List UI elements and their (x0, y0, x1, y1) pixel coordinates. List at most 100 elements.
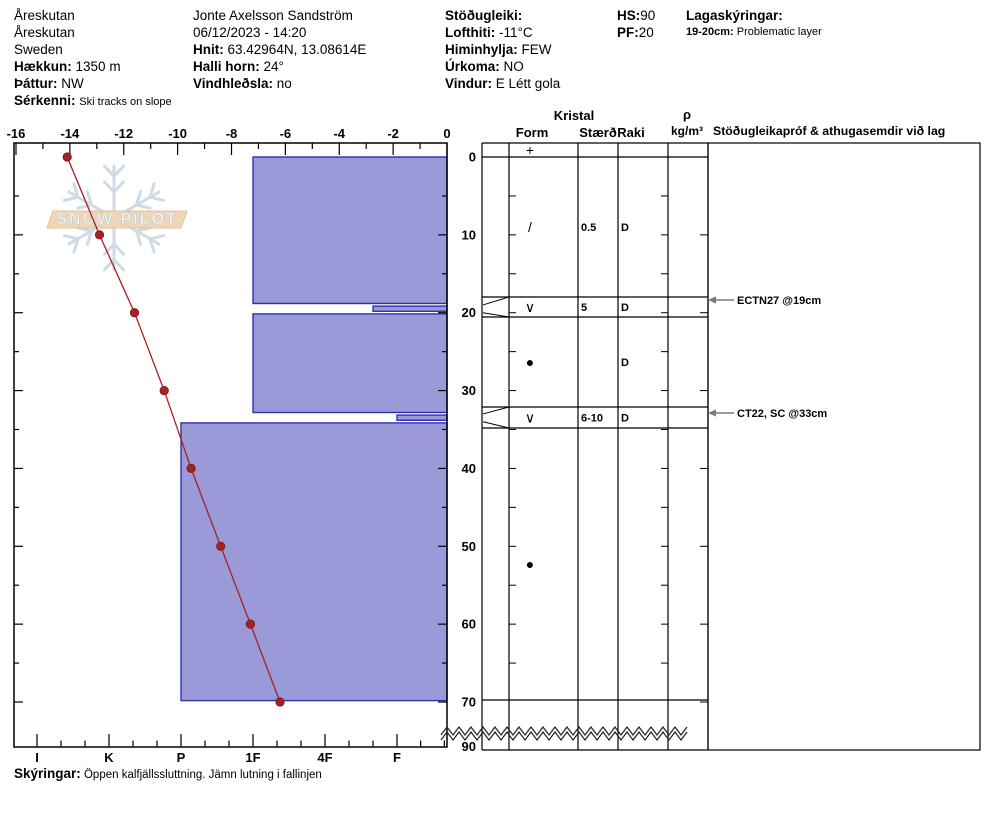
svg-text:-4: -4 (333, 126, 345, 141)
svg-text:-12: -12 (114, 126, 133, 141)
temperature-point (275, 697, 285, 707)
svg-text:ρ: ρ (683, 107, 691, 122)
svg-text:kg/m³: kg/m³ (671, 124, 703, 138)
svg-text:+: + (526, 142, 534, 158)
svg-text:Stærð: Stærð (579, 125, 617, 140)
svg-text:4F: 4F (317, 750, 332, 765)
svg-text:Raki: Raki (617, 125, 644, 140)
coordinates-line: Hnit: 63.42964N, 13.08614E (193, 42, 367, 57)
svg-text:-2: -2 (387, 126, 399, 141)
pit-notes-label: Skýringar: (14, 766, 81, 781)
depth-break-zigzag (440, 726, 688, 741)
temperature-point (62, 152, 72, 162)
svg-text:50: 50 (462, 539, 476, 554)
svg-text:Form: Form (516, 125, 549, 140)
svg-text:5: 5 (581, 302, 587, 314)
arrow-left-icon (708, 409, 716, 417)
pit-depth-line: PF:20 (617, 25, 654, 40)
svg-text:∨: ∨ (525, 299, 535, 315)
svg-text:-6: -6 (280, 126, 292, 141)
svg-text:30: 30 (462, 383, 476, 398)
temperature-profile (62, 152, 285, 707)
aspect-line: Þáttur: NW (14, 76, 84, 91)
svg-text:D: D (621, 222, 629, 234)
layer-note: 19-20cm: Problematic layer (686, 26, 822, 38)
observer-name: Jonte Axelsson Sandström (193, 8, 353, 23)
svg-text:0: 0 (469, 150, 476, 165)
temperature-point (216, 541, 226, 551)
svg-text:●: ● (526, 354, 534, 370)
crystal-table: + / 0.5 D ∨ 5 D ● D ∨ 6-10 D ● (481, 142, 709, 751)
svg-text:-10: -10 (168, 126, 187, 141)
svg-text:6-10: 6-10 (581, 413, 603, 425)
layer-bars (180, 156, 448, 702)
temperature-point (186, 463, 196, 473)
snowpilot-watermark: SNOW PILOT (46, 164, 188, 272)
temperature-point (159, 385, 169, 396)
depth-ticks (14, 195, 447, 703)
chart-frame (13, 142, 448, 748)
arrow-left-icon (708, 296, 716, 304)
feature-line: Sérkenni: Ski tracks on slope (14, 93, 172, 108)
stability-line: Stöðugleiki: (445, 8, 523, 23)
location-name: Åreskutan (14, 8, 75, 23)
header-weather-column: Stöðugleiki: Lofthiti: -11°C Himinhylja:… (445, 7, 560, 92)
layer-notes-title: Lagaskýringar: (686, 8, 783, 23)
svg-text:D: D (621, 302, 629, 314)
svg-text:40: 40 (462, 461, 476, 476)
observation-datetime: 06/12/2023 - 14:20 (193, 25, 307, 40)
logo-band (46, 210, 188, 229)
wind-line: Vindur: E Létt gola (445, 76, 561, 91)
svg-text:1F: 1F (245, 750, 260, 765)
location-area: Åreskutan (14, 25, 75, 40)
svg-text:∨: ∨ (525, 410, 535, 426)
header-location-column: Åreskutan Åreskutan Sweden Hækkun: 1350 … (14, 7, 172, 109)
svg-text:D: D (621, 357, 629, 369)
precip-line: Úrkoma: NO (445, 59, 524, 74)
temperature-point (245, 619, 255, 629)
location-country: Sweden (14, 42, 63, 57)
snow-profile-graph: SNOW PILOT -16 -14 -12 -10 -8 -6 -4 -2 0 I K P 1F 4F F 0… (7, 107, 981, 765)
svg-text:P: P (177, 750, 186, 765)
windloading-line: Vindhleðsla: no (193, 76, 292, 91)
crystal-table-headers: Kristal Form Stærð Raki ρ kg/m³ Stöðugleikapró… (516, 107, 946, 140)
logo-text: SNOW PILOT (56, 211, 177, 228)
header-layer-notes-column: Lagaskýringar: 19-20cm: Problematic laye… (686, 7, 822, 41)
header-hs-pf-column: HS:90 PF:20 (617, 7, 655, 41)
svg-text:70: 70 (462, 694, 476, 709)
svg-text:/: / (528, 219, 532, 235)
svg-text:I: I (35, 750, 39, 765)
svg-text:10: 10 (462, 227, 476, 242)
temperature-axis: -16 -14 -12 -10 -8 -6 -4 -2 0 (7, 126, 451, 155)
pit-notes-text: Öppen kalfjällssluttning. Jämn lutning i… (83, 769, 322, 781)
svg-text:-8: -8 (226, 126, 238, 141)
comments-column (707, 142, 981, 751)
svg-text:CT22, SC @33cm: CT22, SC @33cm (737, 408, 827, 420)
sky-cover-line: Himinhylja: FEW (445, 42, 552, 57)
svg-text:0.5: 0.5 (581, 222, 596, 234)
stability-test-annotations: ECTN27 @19cm CT22, SC @33cm (708, 295, 827, 420)
svg-text:D: D (621, 413, 629, 425)
svg-text:-16: -16 (7, 126, 26, 141)
svg-text:K: K (104, 750, 114, 765)
svg-text:Stöðugleikapróf & athugasemdir: Stöðugleikapróf & athugasemdir við lag (713, 124, 945, 138)
airtemp-line: Lofthiti: -11°C (445, 25, 533, 40)
elevation-line: Hækkun: 1350 m (14, 59, 121, 74)
svg-text:Kristal: Kristal (554, 108, 594, 123)
snow-height-line: HS:90 (617, 8, 656, 23)
pit-notes-line: Skýringar: Öppen kalfjällssluttning. Jäm… (14, 766, 322, 781)
svg-text:ECTN27 @19cm: ECTN27 @19cm (737, 295, 821, 307)
temperature-point (129, 308, 140, 318)
depth-labels: 0 10 20 30 40 50 60 70 90 (462, 150, 476, 755)
svg-text:-14: -14 (60, 126, 80, 141)
temperature-point (94, 230, 105, 240)
svg-text:20: 20 (462, 305, 476, 320)
svg-text:60: 60 (462, 617, 476, 632)
svg-text:90: 90 (462, 739, 476, 754)
hardness-axis: I K P 1F 4F F (35, 734, 445, 765)
svg-text:0: 0 (443, 126, 450, 141)
header-observer-column: Jonte Axelsson Sandström 06/12/2023 - 14… (193, 7, 366, 92)
svg-text:F: F (393, 750, 401, 765)
slope-angle-line: Halli horn: 24° (193, 59, 284, 74)
